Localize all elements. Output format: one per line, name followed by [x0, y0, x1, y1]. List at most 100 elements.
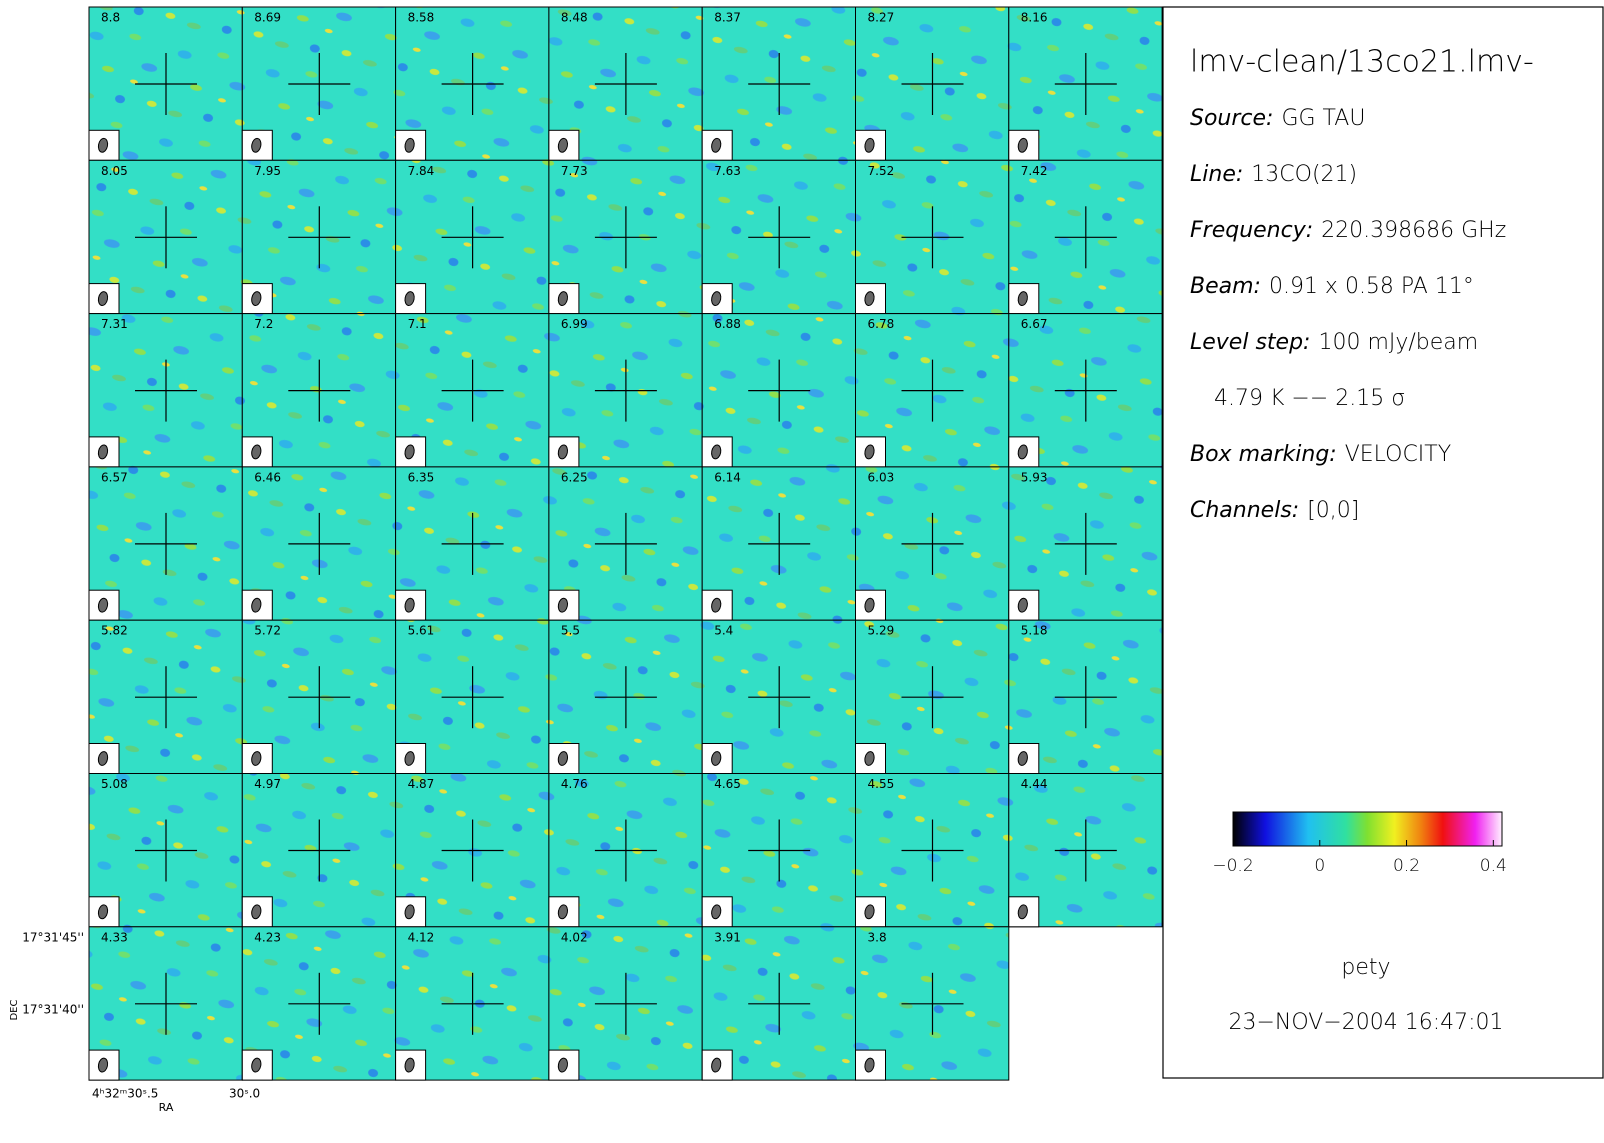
- beam: [404, 444, 415, 460]
- channel-panel: 7.95: [241, 159, 397, 315]
- velocity-label: 7.1: [408, 317, 427, 331]
- beam: [711, 444, 722, 460]
- panels: 8.8 8.69 8.58 8.48 8.37 8.27 8.16 8.05 7.95 7.84 7…: [88, 6, 1163, 1081]
- channel-panel: 4.87: [395, 773, 550, 928]
- channel-panel: 7.84: [395, 159, 550, 315]
- velocity-label: 6.46: [254, 470, 281, 484]
- channel-panel: 4.97: [241, 773, 397, 928]
- channel-panel: 6.14: [701, 466, 857, 621]
- channel-panel: 6.35: [395, 466, 550, 621]
- velocity-label: 4.23: [254, 930, 281, 944]
- velocity-label: 8.48: [561, 11, 588, 25]
- velocity-label: 5.61: [408, 624, 435, 638]
- channel-panel: 5.4: [701, 619, 857, 775]
- channel-panel: 8.58: [395, 6, 550, 161]
- beam-box: [548, 896, 580, 928]
- velocity-label: 8.58: [408, 11, 435, 25]
- channel-panel: 8.48: [548, 6, 703, 161]
- channel-panel: 5.29: [855, 619, 1010, 775]
- beam-box: [88, 1049, 120, 1081]
- velocity-label: 6.14: [714, 470, 741, 484]
- beam: [97, 291, 109, 307]
- beam: [251, 597, 262, 613]
- info-value: 0.91 x 0.58 PA 11°: [1269, 274, 1474, 299]
- info-label: Line:: [1190, 162, 1243, 187]
- info-label: Frequency:: [1190, 218, 1313, 243]
- channel-panel: 8.05: [88, 159, 243, 315]
- beam-box: [855, 283, 886, 315]
- velocity-label: 4.97: [254, 777, 281, 791]
- channel-panel: 6.78: [855, 313, 1010, 468]
- beam: [711, 904, 722, 920]
- date: 23−NOV−2004 16:47:01: [1228, 1010, 1503, 1035]
- info-label: Box marking:: [1190, 442, 1337, 467]
- info-value: 220.398686 GHz: [1321, 218, 1506, 243]
- beam: [251, 904, 262, 920]
- beam: [1017, 597, 1028, 613]
- velocity-label: 8.16: [1021, 11, 1048, 25]
- channel-panel: 4.12: [395, 926, 550, 1081]
- beam: [251, 1057, 262, 1073]
- velocity-label: 3.91: [714, 930, 741, 944]
- channel-panel: 6.57: [88, 466, 243, 621]
- beam: [251, 291, 262, 307]
- info-value: VELOCITY: [1345, 442, 1451, 467]
- velocity-label: 7.73: [561, 164, 588, 178]
- info-label: Level step:: [1190, 330, 1310, 355]
- velocity-label: 5.18: [1021, 624, 1048, 638]
- velocity-label: 8.8: [101, 11, 120, 25]
- channel-panel: 7.2: [241, 313, 397, 468]
- beam: [251, 444, 262, 460]
- beam: [1017, 751, 1028, 766]
- velocity-label: 8.69: [254, 11, 281, 25]
- velocity-label: 6.78: [868, 317, 895, 331]
- info-value: 100 mJy/beam: [1318, 330, 1478, 355]
- beam: [97, 1057, 109, 1073]
- channel-panel: 4.55: [855, 773, 1010, 928]
- beam: [557, 597, 569, 613]
- beam: [711, 137, 722, 153]
- info-lines: Source: GG TAU Line: 13CO(21) Frequency: 220.…: [1190, 106, 1506, 523]
- channel-panel: 4.44: [1008, 773, 1163, 928]
- velocity-label: 4.02: [561, 930, 588, 944]
- velocity-label: 5.82: [101, 624, 128, 638]
- channel-panel: 4.65: [701, 773, 857, 928]
- beam-box: [701, 129, 733, 161]
- beam: [251, 137, 262, 153]
- info-value: 13CO(21): [1251, 162, 1357, 187]
- channel-panel: 8.16: [1008, 6, 1163, 161]
- velocity-label: 4.33: [101, 930, 128, 944]
- beam: [864, 137, 875, 153]
- channel-panel: 4.33: [88, 926, 243, 1081]
- velocity-label: 4.76: [561, 777, 588, 791]
- channel-panel: 6.46: [241, 466, 397, 621]
- dec-tick-label: 17°31'45'': [22, 931, 84, 945]
- beam: [711, 751, 722, 766]
- velocity-label: 6.57: [101, 470, 128, 484]
- colorbar-tick-label: 0.4: [1480, 856, 1507, 876]
- channel-panel: 6.03: [855, 466, 1010, 621]
- channel-panel: 5.72: [241, 619, 397, 775]
- colorbar-ticks: −0.2 0 0.2 0.4: [1212, 840, 1507, 876]
- info-value: [0,0]: [1307, 498, 1359, 523]
- channel-panel: 8.8: [88, 6, 243, 161]
- velocity-label: 5.08: [101, 777, 128, 791]
- velocity-label: 5.4: [714, 624, 733, 638]
- beam: [557, 751, 569, 766]
- channel-panel: 8.69: [241, 6, 397, 161]
- velocity-label: 5.93: [1021, 470, 1048, 484]
- beam: [404, 597, 415, 613]
- beam: [404, 751, 415, 766]
- info-label: Beam:: [1190, 274, 1261, 299]
- channel-panel: 5.08: [88, 773, 243, 928]
- beam: [97, 751, 109, 766]
- velocity-label: 3.8: [868, 930, 887, 944]
- dec-tick-label: 17°31'40'': [22, 1003, 84, 1017]
- beam: [557, 137, 569, 153]
- beam: [97, 597, 109, 613]
- channel-panel: 8.37: [701, 6, 857, 161]
- velocity-label: 8.27: [868, 11, 895, 25]
- beam: [97, 904, 109, 920]
- velocity-label: 6.35: [408, 470, 435, 484]
- velocity-label: 6.25: [561, 470, 588, 484]
